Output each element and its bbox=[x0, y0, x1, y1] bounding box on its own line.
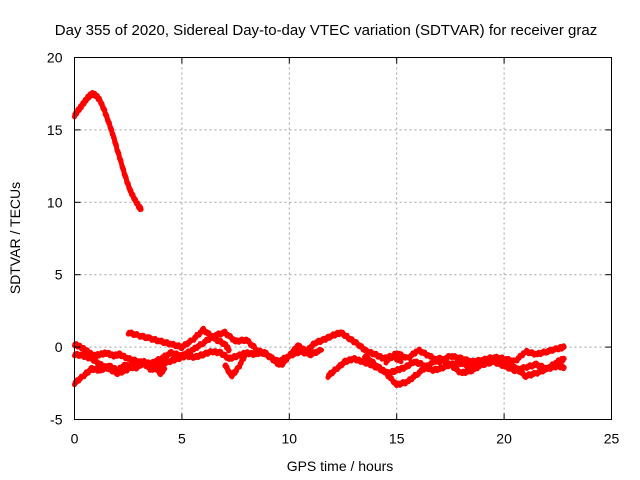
series-group bbox=[72, 90, 567, 388]
y-tick-label: -5 bbox=[50, 412, 63, 428]
x-tick-label: 15 bbox=[389, 431, 405, 447]
y-tick-label: 10 bbox=[47, 194, 63, 210]
x-tick-label: 0 bbox=[71, 431, 79, 447]
series-line-arc-c bbox=[125, 325, 232, 354]
x-tick-label: 5 bbox=[178, 431, 186, 447]
x-tick-label: 25 bbox=[604, 431, 620, 447]
chart-title: Day 355 of 2020, Sidereal Day-to-day VTE… bbox=[55, 22, 597, 39]
y-tick-label: 5 bbox=[55, 267, 63, 283]
plot-frame bbox=[74, 57, 612, 420]
tick-labels: 0 5 10 15 20 25 -5 0 5 10 15 20 bbox=[47, 50, 620, 447]
series-line-arc-h bbox=[383, 343, 567, 366]
series-line-arc-g bbox=[362, 353, 567, 388]
y-tick-label: 15 bbox=[47, 122, 63, 138]
series-line-arc-d bbox=[72, 350, 168, 378]
y-axis-label: SDTVAR / TECUs bbox=[7, 182, 23, 294]
x-tick-label: 10 bbox=[282, 431, 298, 447]
series-line-arc-early-high bbox=[72, 90, 144, 212]
x-axis-label: GPS time / hours bbox=[287, 458, 394, 474]
series-line-arc-f bbox=[325, 355, 567, 380]
y-tick-label: 20 bbox=[47, 50, 63, 66]
axis-ticks bbox=[74, 57, 612, 420]
x-tick-label: 20 bbox=[496, 431, 512, 447]
series-line-arc-e bbox=[222, 329, 404, 380]
y-tick-label: 0 bbox=[55, 339, 63, 355]
